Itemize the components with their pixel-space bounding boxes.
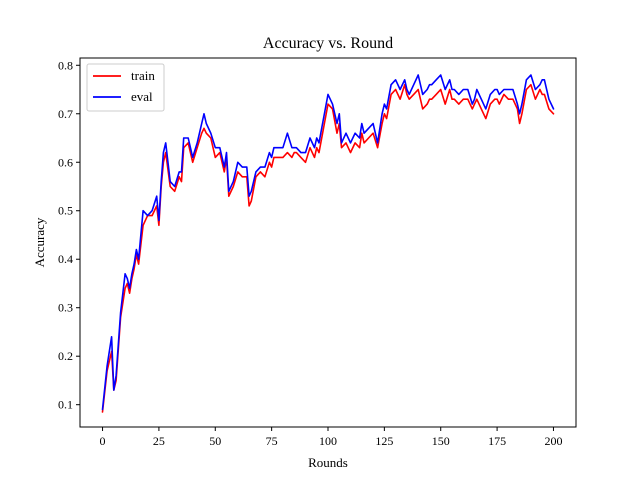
y-tick-label: 0.7 — [58, 107, 73, 121]
legend-label-eval: eval — [131, 89, 153, 104]
y-tick-label: 0.4 — [58, 252, 73, 266]
series-line-eval — [101, 74, 555, 411]
x-tick-label: 100 — [319, 434, 337, 448]
x-axis-ticks: 0 25 50 75 100 125 150 175 200 — [100, 427, 562, 448]
x-tick-label: 75 — [266, 434, 278, 448]
x-tick-label: 25 — [153, 434, 165, 448]
y-axis-label: Accuracy — [32, 217, 47, 267]
y-tick-label: 0.3 — [58, 301, 73, 315]
x-tick-label: 150 — [432, 434, 450, 448]
legend-label-train: train — [131, 68, 155, 83]
series-line-train — [101, 83, 555, 413]
x-tick-label: 0 — [100, 434, 106, 448]
legend: train eval — [86, 63, 165, 112]
y-tick-label: 0.6 — [58, 155, 73, 169]
y-tick-label: 0.1 — [58, 398, 73, 412]
x-tick-label: 200 — [544, 434, 562, 448]
y-tick-label: 0.2 — [58, 349, 73, 363]
x-tick-label: 50 — [209, 434, 221, 448]
y-tick-label: 0.8 — [58, 58, 73, 72]
y-axis-ticks: 0.1 0.2 0.3 0.4 0.5 0.6 0.7 0.8 — [58, 58, 80, 412]
y-tick-label: 0.5 — [58, 204, 73, 218]
x-tick-label: 175 — [488, 434, 506, 448]
series-group — [101, 74, 555, 413]
x-tick-label: 125 — [375, 434, 393, 448]
x-axis-label: Rounds — [308, 455, 348, 470]
legend-items: train eval — [93, 68, 155, 104]
chart-title: Accuracy vs. Round — [263, 35, 393, 52]
